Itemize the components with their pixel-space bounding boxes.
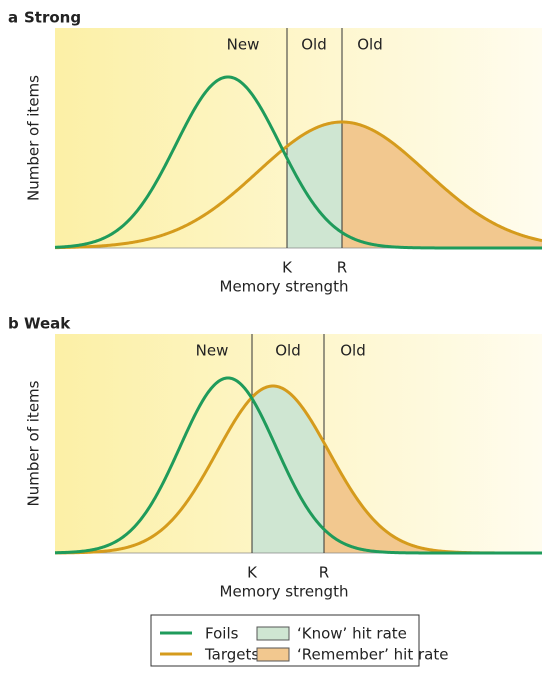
criterion-label: R <box>337 259 347 277</box>
region-label: Old <box>357 36 383 54</box>
criterion-label: K <box>282 259 293 277</box>
region-label: New <box>196 342 229 360</box>
region-label: Old <box>301 36 327 54</box>
panel-title: Weak <box>24 315 71 333</box>
x-axis-label: Memory strength <box>220 278 349 296</box>
legend-item: ‘Know’ hit rate <box>297 625 407 643</box>
know-area <box>287 122 342 248</box>
legend-remember-swatch <box>256 647 290 662</box>
region-label: Old <box>340 342 366 360</box>
targets-curve <box>54 120 542 250</box>
legend-know-swatch <box>256 626 290 641</box>
panel-title: Strong <box>24 9 81 27</box>
criterion-label: K <box>247 564 258 582</box>
remember-area <box>342 122 542 248</box>
legend-item: Foils <box>205 625 239 643</box>
criterion-label: R <box>319 564 329 582</box>
panel-label: a <box>8 9 18 27</box>
panel-label: b <box>8 315 19 333</box>
legend-item: ‘Remember’ hit rate <box>297 646 448 664</box>
y-axis-label: Number of items <box>25 380 43 506</box>
region-label: Old <box>275 342 301 360</box>
foils-curve <box>54 75 542 250</box>
region-label: New <box>227 36 260 54</box>
y-axis-label: Number of items <box>25 75 43 201</box>
legend-item: Targets <box>204 646 259 664</box>
foils-curve <box>54 376 542 555</box>
x-axis-label: Memory strength <box>220 583 349 601</box>
